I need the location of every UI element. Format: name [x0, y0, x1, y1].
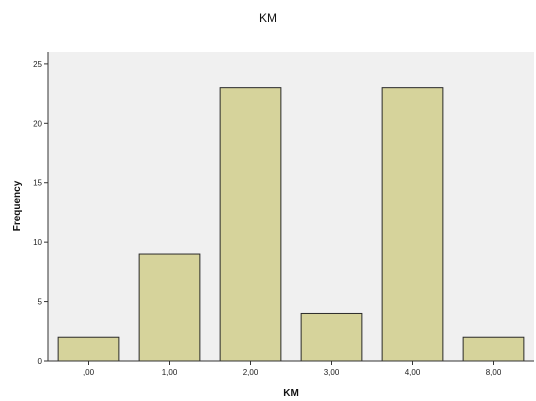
bar-1	[138, 253, 201, 362]
bar-4	[381, 87, 444, 362]
x-axis-ticks: ,00 1,00 2,00 3,00 4,00 8,00	[83, 361, 502, 377]
bar-2	[219, 87, 282, 362]
y-axis-label: Frequency	[12, 180, 23, 231]
y-tick-label: 0	[38, 357, 43, 366]
y-tick-label: 20	[33, 119, 42, 128]
y-tick-label: 10	[33, 238, 42, 247]
bar-0	[57, 336, 120, 362]
x-tick-label: 2,00	[243, 368, 259, 377]
x-tick-label: 4,00	[405, 368, 421, 377]
y-tick-label: 25	[33, 60, 42, 69]
x-tick-label: ,00	[83, 368, 95, 377]
x-tick-label: 1,00	[162, 368, 178, 377]
y-tick-label: 15	[33, 179, 42, 188]
chart-title: KM	[259, 11, 277, 25]
x-tick-label: 3,00	[324, 368, 340, 377]
y-axis-ticks: 0 5 10 15 20 25	[33, 60, 48, 366]
bars-group	[57, 87, 525, 362]
bar-3	[300, 312, 363, 362]
x-tick-label: 8,00	[486, 368, 502, 377]
y-tick-label: 5	[38, 298, 43, 307]
bar-5	[462, 336, 525, 362]
plot-area	[48, 52, 534, 361]
x-axis-label: KM	[283, 388, 299, 399]
